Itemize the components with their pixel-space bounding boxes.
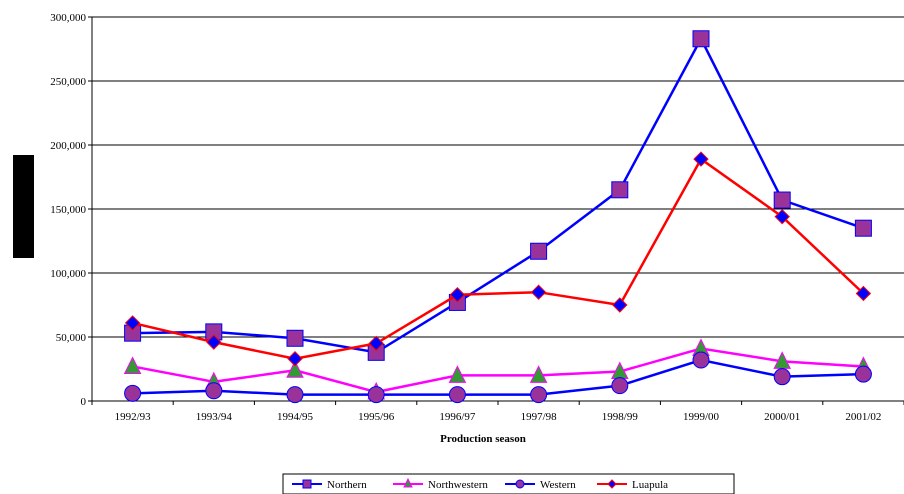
x-tick-label: 1996/97 (439, 411, 476, 423)
y-tick-label: 0 (81, 396, 87, 408)
data-point-triangle (403, 477, 413, 488)
x-axis-ticks: 1992/93 1993/94 1994/95 1995/96 1996/97 1997/… (91, 401, 904, 423)
data-point-triangle (286, 360, 304, 378)
data-point-triangle (448, 365, 467, 383)
data-point-circle (692, 351, 710, 369)
legend-item-luapula: Luapula (597, 479, 668, 491)
legend-item-northern: Northern (292, 479, 367, 491)
data-point-circle (515, 479, 525, 489)
y-tick-label: 50,000 (56, 332, 87, 344)
x-tick-label: 1993/94 (196, 411, 233, 423)
legend-label: Luapula (632, 479, 668, 491)
legend-label: Western (540, 479, 576, 491)
data-point-diamond (368, 335, 384, 352)
series-luapula (124, 151, 872, 367)
data-point-diamond (855, 285, 872, 302)
data-point-circle (124, 384, 142, 402)
y-tick-label: 150,000 (50, 204, 86, 216)
data-point-circle (286, 386, 304, 404)
data-point-circle (773, 368, 791, 386)
data-point-square (611, 181, 629, 199)
data-point-square (854, 219, 872, 237)
data-point-square (302, 479, 312, 489)
y-tick-label: 300,000 (50, 12, 86, 24)
legend: Northern Northwestern Western Luapula (282, 473, 735, 494)
data-point-circle (854, 365, 872, 383)
data-point-circle (530, 386, 548, 404)
y-axis-label-box (13, 155, 34, 258)
series-western (124, 351, 872, 404)
x-tick-label: 2000/01 (764, 411, 800, 423)
gridlines (92, 16, 904, 338)
data-point-circle (205, 382, 223, 400)
series-northwestern (123, 338, 873, 400)
data-point-circle (611, 377, 629, 395)
data-point-square (773, 191, 791, 209)
series-layer (123, 30, 873, 404)
legend-item-northwestern: Northwestern (393, 477, 488, 491)
y-axis-ticks: 0 50,000 100,000 150,000 200,000 250,000 300,0… (50, 12, 92, 408)
y-tick-label: 200,000 (50, 140, 86, 152)
data-point-diamond (124, 315, 141, 331)
data-point-diamond (530, 284, 547, 300)
x-tick-label: 1999/00 (683, 411, 720, 423)
data-point-diamond (449, 287, 466, 303)
legend-label: Northern (327, 479, 367, 491)
data-point-circle (367, 386, 385, 404)
data-point-triangle (123, 356, 142, 374)
y-tick-label: 100,000 (50, 268, 86, 280)
data-point-square (286, 329, 304, 347)
x-tick-label: 1994/95 (277, 411, 314, 423)
x-axis-label: Production season (440, 433, 526, 445)
x-tick-label: 1995/96 (358, 411, 395, 423)
data-point-diamond (607, 479, 617, 489)
data-point-diamond (774, 208, 790, 225)
x-tick-label: 1997/98 (521, 411, 558, 423)
series-northern (124, 30, 872, 361)
data-point-triangle (529, 365, 548, 383)
data-point-circle (448, 386, 466, 404)
data-point-diamond (612, 297, 628, 313)
y-tick-label: 250,000 (50, 76, 86, 88)
x-tick-label: 1992/93 (115, 411, 152, 423)
x-tick-label: 1998/99 (602, 411, 639, 423)
data-point-diamond (206, 334, 222, 350)
series-line (132, 36, 864, 354)
data-point-diamond (287, 351, 303, 367)
legend-label: Northwestern (428, 479, 488, 491)
data-point-square (530, 242, 548, 260)
legend-item-western: Western (505, 479, 576, 491)
series-line (132, 358, 864, 396)
data-point-diamond (693, 151, 709, 167)
series-line (132, 347, 864, 394)
series-line (132, 157, 865, 361)
data-point-square (692, 30, 710, 48)
x-tick-label: 2001/02 (845, 411, 881, 423)
